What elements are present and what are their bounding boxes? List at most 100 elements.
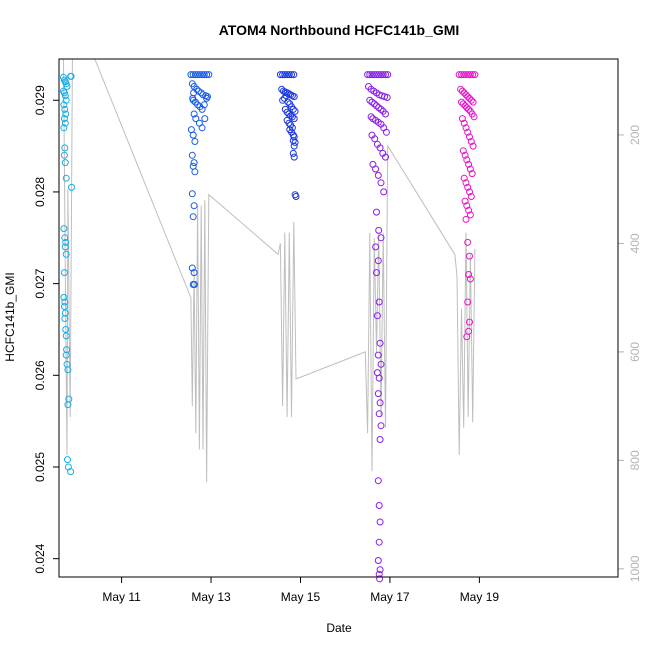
data-point <box>61 234 69 242</box>
data-point <box>189 131 197 139</box>
data-point <box>60 303 68 310</box>
data-point <box>62 238 70 246</box>
data-point <box>290 142 298 150</box>
data-point <box>377 105 385 113</box>
data-point <box>466 94 473 102</box>
data-point <box>464 71 472 79</box>
data-point <box>61 159 69 167</box>
data-point <box>382 110 389 118</box>
series-flight-2 <box>187 71 213 288</box>
data-point <box>368 71 376 79</box>
data-point <box>62 174 70 182</box>
data-point <box>459 147 467 155</box>
data-point <box>373 208 380 216</box>
data-point <box>370 71 378 79</box>
data-point <box>67 468 75 476</box>
points-layer <box>60 71 479 583</box>
data-point <box>461 197 469 205</box>
data-point <box>189 71 197 79</box>
data-point <box>373 269 380 277</box>
data-point <box>189 213 197 221</box>
data-point <box>198 71 206 79</box>
data-point <box>283 71 291 79</box>
data-point <box>288 113 296 121</box>
data-point <box>60 115 68 123</box>
data-point <box>373 102 380 110</box>
data-point <box>290 153 298 161</box>
data-point <box>470 113 478 121</box>
data-point <box>285 71 293 79</box>
data-point <box>460 89 468 97</box>
data-point <box>373 71 380 79</box>
data-point <box>61 105 69 113</box>
data-point <box>375 104 383 112</box>
data-point <box>376 399 384 407</box>
data-point <box>198 124 206 132</box>
data-point <box>62 332 70 340</box>
data-point <box>203 94 211 102</box>
data-point <box>461 102 469 110</box>
y-axis-label: HCFC141b_GMI <box>3 272 17 361</box>
data-point <box>377 71 385 79</box>
data-point <box>60 101 68 109</box>
data-point <box>62 110 70 118</box>
data-point <box>469 71 477 79</box>
data-point <box>376 566 384 574</box>
data-point <box>464 93 472 101</box>
data-point <box>376 339 384 347</box>
plot-frame <box>58 58 619 578</box>
data-point <box>382 71 389 79</box>
data-point <box>377 234 385 242</box>
data-point <box>458 71 465 79</box>
data-point <box>62 351 70 359</box>
data-point <box>462 71 470 79</box>
x-tick-label: May 15 <box>281 590 321 604</box>
series-flight-4 <box>364 71 392 583</box>
y2-tick-label: 600 <box>628 342 642 362</box>
data-point <box>188 264 196 272</box>
data-point <box>372 165 380 173</box>
data-point <box>62 250 70 258</box>
data-point <box>467 193 475 200</box>
data-point <box>374 557 382 564</box>
y-tick-label: 0.025 <box>33 452 47 482</box>
data-point <box>466 165 474 173</box>
data-point <box>201 115 209 123</box>
y2-tick-label: 800 <box>628 450 642 470</box>
data-point <box>63 83 71 90</box>
data-point <box>466 188 473 196</box>
data-point <box>68 183 75 191</box>
chart-title: ATOM4 Northbound HCFC141b_GMI <box>219 22 460 38</box>
data-point <box>375 71 383 79</box>
data-point <box>461 151 469 159</box>
data-point <box>61 315 69 322</box>
data-point <box>194 101 202 109</box>
altitude-profile-line <box>63 58 476 483</box>
data-point <box>375 410 383 418</box>
data-point <box>380 188 388 196</box>
data-point <box>467 96 475 104</box>
data-point <box>187 71 195 79</box>
data-point <box>466 318 473 326</box>
data-point <box>64 366 72 374</box>
y-tick-label: 0.027 <box>33 268 47 298</box>
data-point <box>465 160 473 168</box>
x-tick-label: May 17 <box>370 590 410 604</box>
data-point <box>283 108 291 116</box>
data-point <box>289 105 297 113</box>
data-point <box>366 96 374 104</box>
data-point <box>200 71 208 79</box>
y-tick-label: 0.024 <box>33 543 47 573</box>
x-tick-label: May 19 <box>460 590 500 604</box>
y-tick-label: 0.026 <box>33 360 47 390</box>
data-point <box>290 71 298 79</box>
data-point <box>192 115 200 123</box>
data-point <box>290 93 298 101</box>
x-tick-label: May 13 <box>191 590 231 604</box>
data-point <box>281 71 289 79</box>
data-point <box>188 190 196 198</box>
data-point <box>282 92 290 100</box>
y2-tick-label: 400 <box>628 233 642 253</box>
series-flight-5 <box>455 71 479 341</box>
